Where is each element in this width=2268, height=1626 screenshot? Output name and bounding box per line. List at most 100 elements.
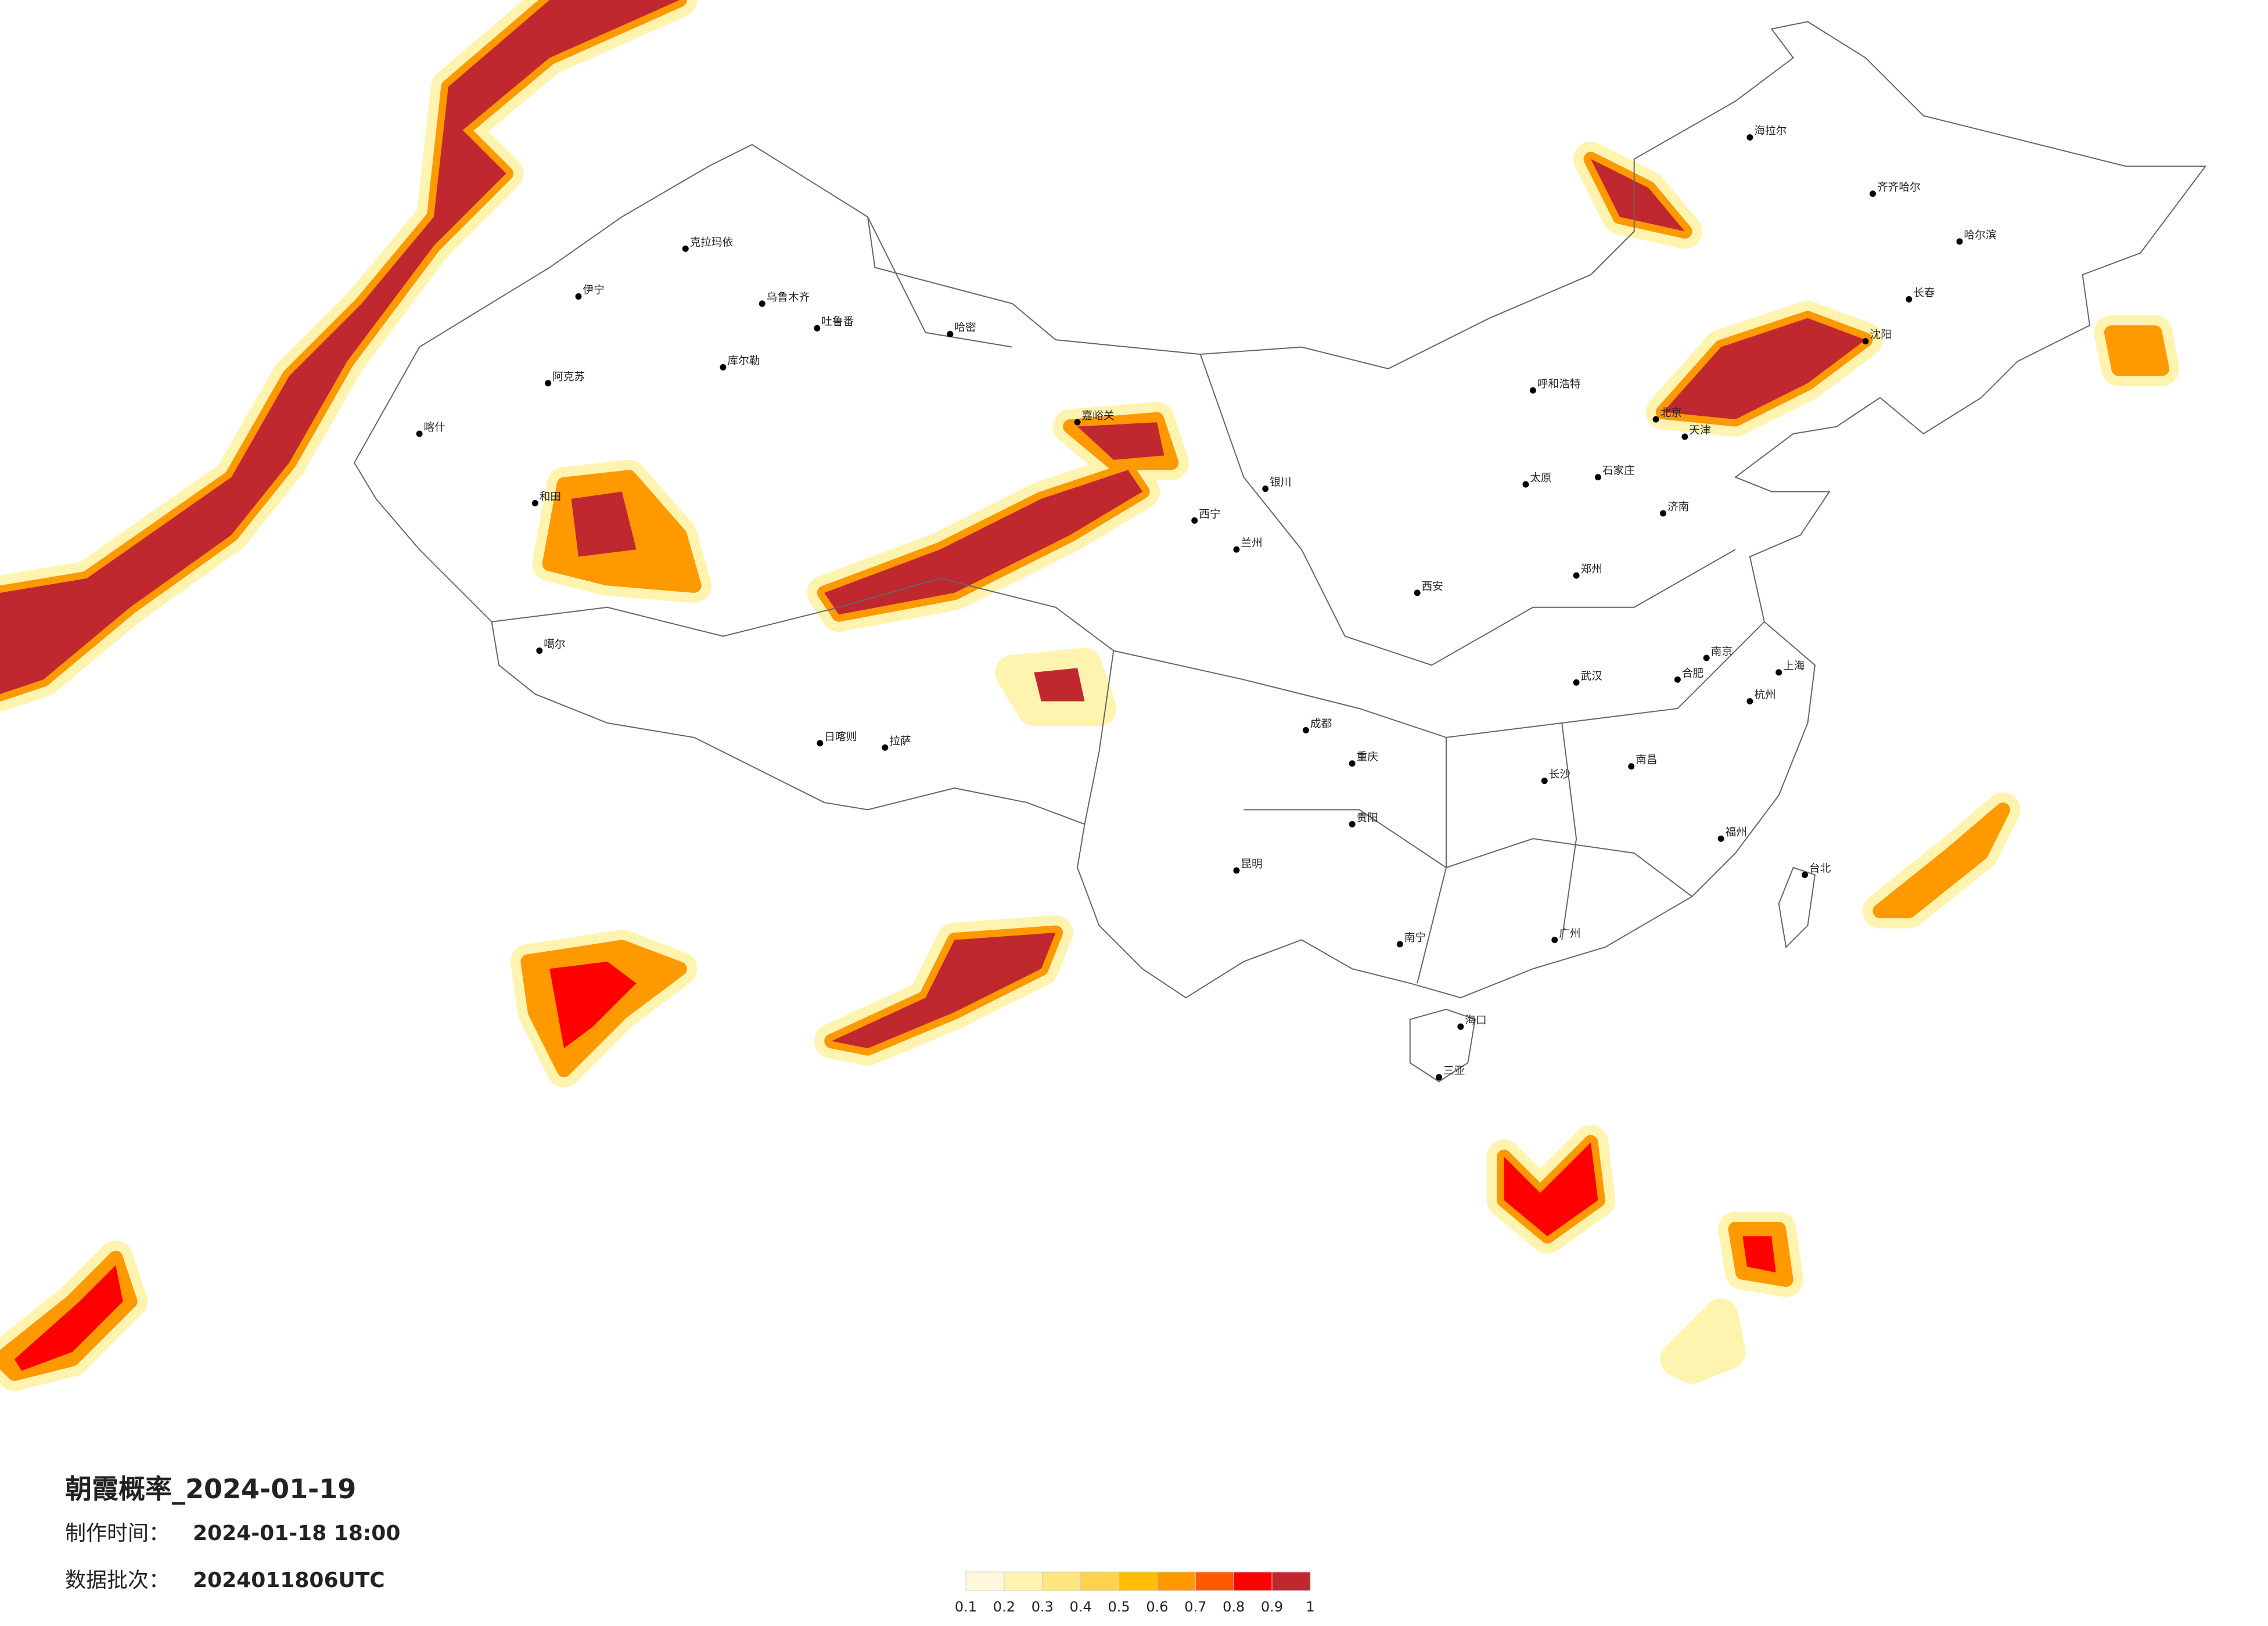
- city-label: 拉萨: [889, 735, 911, 747]
- city-label: 阿克苏: [552, 371, 585, 383]
- city-label: 海口: [1465, 1015, 1486, 1027]
- city-label: 日喀则: [824, 731, 857, 743]
- city-label: 哈尔滨: [1964, 229, 1996, 242]
- city-label: 重庆: [1357, 751, 1378, 764]
- city-label: 广州: [1559, 928, 1580, 940]
- city-dot: [1191, 517, 1198, 524]
- made-label: 制作时间：: [65, 1521, 170, 1545]
- city-dot: [1703, 654, 1710, 661]
- city-dot: [1551, 937, 1558, 943]
- city-label: 长春: [1913, 287, 1935, 299]
- legend-swatch: [1004, 1571, 1043, 1591]
- city-label: 太原: [1530, 472, 1551, 484]
- city-dot: [759, 300, 765, 307]
- city-label: 南昌: [1636, 754, 1657, 767]
- city-dot: [1414, 589, 1421, 596]
- city-dot: [1746, 134, 1753, 141]
- city-dot: [1349, 760, 1356, 767]
- city-dot: [1233, 867, 1240, 874]
- city-dot: [416, 430, 423, 437]
- city-dot: [1956, 238, 1963, 245]
- city-dot: [1302, 726, 1309, 733]
- city-dot: [1573, 679, 1580, 686]
- city-dot: [1396, 941, 1403, 948]
- city-dot: [882, 744, 889, 751]
- legend-tick-label: 1: [1306, 1599, 1314, 1615]
- legend-swatch: [1195, 1571, 1234, 1591]
- city-dot: [1746, 698, 1753, 705]
- city-dot: [1522, 481, 1529, 488]
- probability-areas: [0, 0, 2180, 1391]
- legend-tick-label: 0.2: [993, 1599, 1015, 1615]
- city-label: 嘉峪关: [1082, 410, 1115, 422]
- city-dot: [1870, 190, 1877, 197]
- city-dot: [947, 330, 954, 337]
- city-label: 南宁: [1404, 932, 1426, 944]
- city-dot: [1775, 669, 1782, 676]
- legend-tick-label: 0.5: [1108, 1599, 1130, 1615]
- city-label: 西宁: [1199, 508, 1220, 520]
- city-dot: [720, 364, 727, 370]
- legend: 0.1 0.2 0.3 0.4 0.5 0.6 0.7 0.8 0.9 1: [955, 1571, 1315, 1615]
- city-label: 济南: [1667, 501, 1689, 513]
- city-label: 上海: [1783, 660, 1805, 672]
- legend-tick-label: 0.8: [1223, 1599, 1245, 1615]
- made-time: 2024-01-18 18:00: [193, 1521, 400, 1545]
- city-label: 武汉: [1581, 670, 1603, 682]
- city-dot: [1457, 1023, 1464, 1030]
- city-label: 成都: [1310, 718, 1332, 730]
- city-label: 银川: [1270, 477, 1291, 489]
- city-label: 噶尔: [544, 639, 565, 651]
- city-label: 南京: [1711, 646, 1733, 658]
- city-label: 北京: [1660, 407, 1682, 419]
- city-dot: [1681, 433, 1688, 440]
- city-label: 三亚: [1443, 1065, 1465, 1077]
- city-dot: [1660, 510, 1666, 517]
- city-label: 伊宁: [583, 284, 604, 296]
- city-dot: [1262, 485, 1269, 492]
- city-label: 天津: [1689, 425, 1710, 437]
- city-dot: [1717, 835, 1724, 842]
- legend-swatch: [1119, 1571, 1158, 1591]
- legend-swatch: [965, 1571, 1005, 1591]
- city-dot: [1628, 763, 1635, 770]
- city-dot: [1233, 546, 1240, 553]
- legend-tick-label: 0.4: [1070, 1599, 1092, 1615]
- city-label: 克拉玛依: [690, 236, 734, 249]
- legend-swatch: [1080, 1571, 1120, 1591]
- city-label: 西安: [1422, 581, 1443, 593]
- legend-swatch: [1156, 1571, 1196, 1591]
- legend-swatch: [1233, 1571, 1273, 1591]
- core: [0, 0, 1866, 1371]
- city-label: 哈密: [954, 322, 976, 334]
- city-dot: [575, 293, 582, 300]
- city-dot: [1652, 416, 1659, 423]
- city-dot: [1674, 676, 1681, 683]
- legend-tick-label: 0.9: [1261, 1599, 1283, 1615]
- city-dot: [817, 740, 824, 747]
- legend-tick-label: 0.1: [955, 1599, 977, 1615]
- city-dot: [1541, 778, 1548, 785]
- city-dot: [814, 325, 821, 332]
- borders: [353, 21, 2207, 1082]
- city-dot: [1906, 296, 1913, 303]
- city-label: 齐齐哈尔: [1877, 182, 1921, 194]
- city-dot: [1802, 871, 1808, 878]
- city-label: 乌鲁木齐: [767, 292, 810, 304]
- legend-tick-label: 0.3: [1031, 1599, 1054, 1615]
- city-dot: [1349, 821, 1356, 828]
- city-dot: [1074, 419, 1081, 426]
- city-label: 石家庄: [1602, 465, 1635, 477]
- batch: 2024011806UTC: [193, 1569, 385, 1592]
- legend-swatch: [1271, 1571, 1311, 1591]
- title: 朝霞概率_2024-01-19: [65, 1473, 356, 1505]
- city-dot: [682, 245, 689, 252]
- city-label: 喀什: [424, 422, 445, 434]
- legend-tick-label: 0.6: [1146, 1599, 1168, 1615]
- city-dot: [1594, 474, 1601, 481]
- city-label: 沈阳: [1870, 329, 1892, 341]
- city-label: 贵阳: [1357, 812, 1378, 824]
- legend-swatch: [1042, 1571, 1081, 1591]
- city-dot: [1862, 338, 1869, 345]
